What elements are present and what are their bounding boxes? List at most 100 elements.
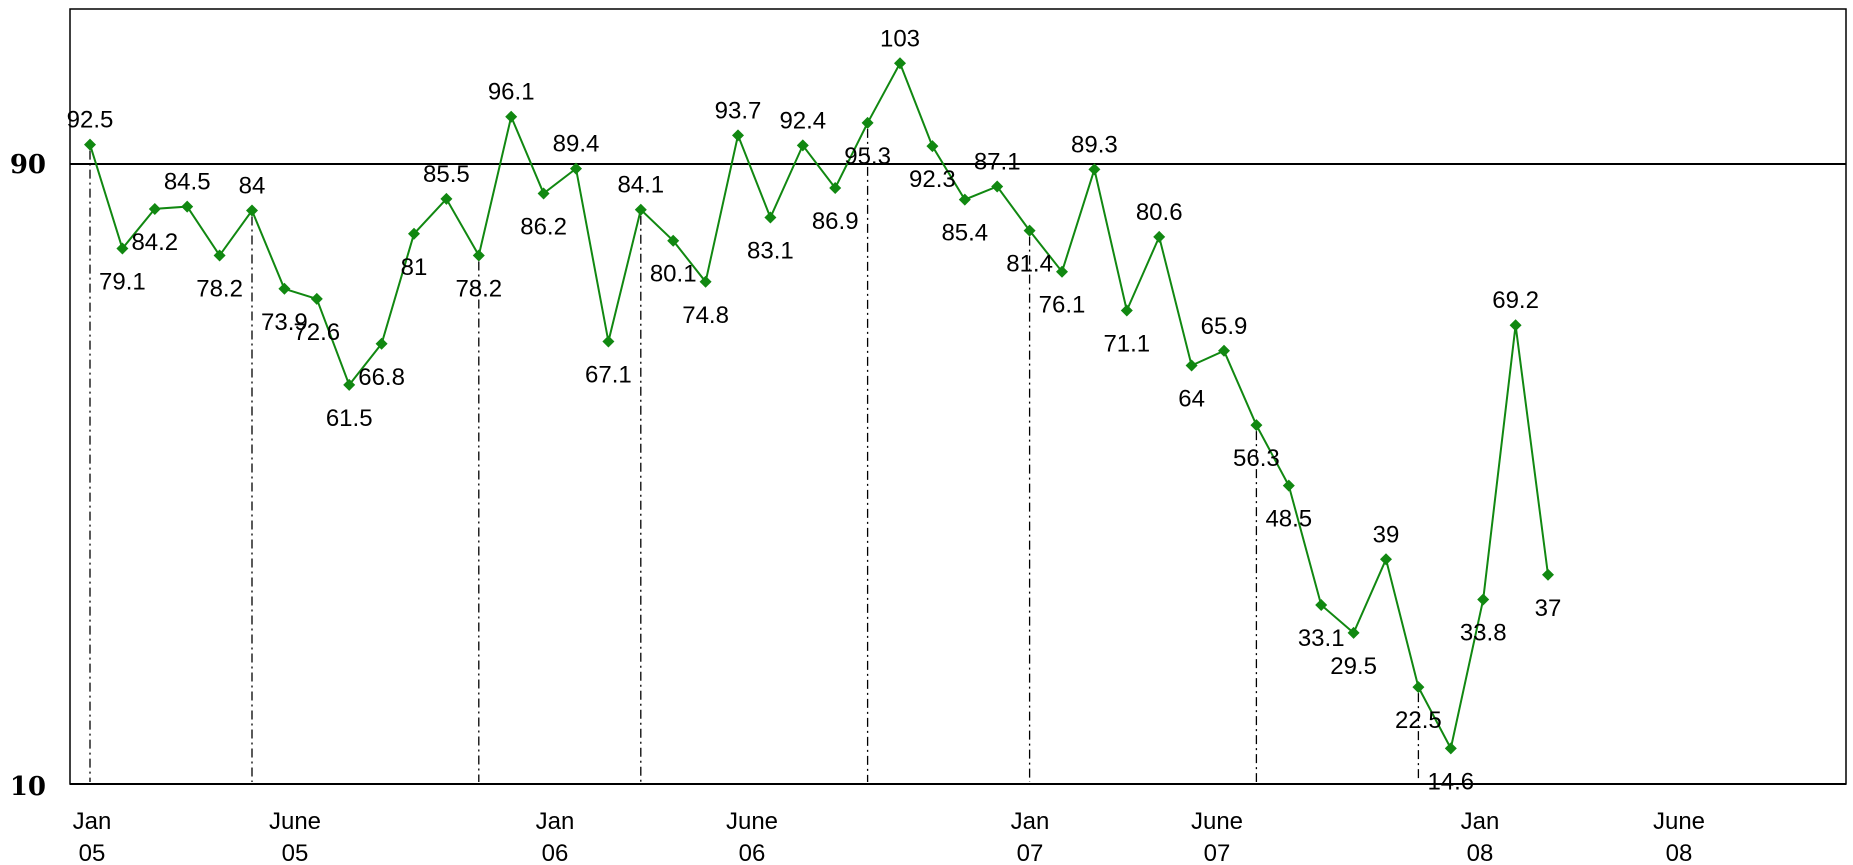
data-point (440, 192, 453, 205)
data-label: 103 (880, 25, 920, 52)
data-label: 61.5 (326, 405, 373, 432)
x-tick-label: Jan 07 (1011, 808, 1050, 865)
data-point (764, 211, 777, 224)
data-point (278, 282, 291, 295)
data-point (570, 162, 582, 175)
data-label: 69.2 (1492, 287, 1539, 314)
data-label: 80.6 (1136, 199, 1183, 226)
data-label: 89.4 (553, 131, 600, 158)
data-point (1056, 265, 1068, 278)
data-label: 79.1 (99, 269, 146, 296)
data-label: 78.2 (455, 275, 502, 302)
data-label: 22.5 (1395, 707, 1442, 734)
data-point (1509, 319, 1522, 332)
data-point (1412, 681, 1425, 694)
data-label: 73.9 (261, 309, 308, 336)
data-markers (84, 57, 1554, 755)
x-tick-label: June 07 (1191, 808, 1243, 865)
data-point (1120, 304, 1133, 317)
data-label: 33.8 (1460, 620, 1507, 647)
data-label: 85.4 (941, 220, 988, 247)
data-label: 64 (1178, 386, 1205, 413)
data-point (1153, 230, 1166, 243)
data-point (732, 129, 744, 142)
data-label: 81 (401, 254, 428, 281)
data-label: 76.1 (1039, 292, 1086, 319)
data-label: 84.1 (617, 172, 664, 199)
data-label: 83.1 (747, 238, 794, 265)
data-point (634, 203, 647, 216)
data-point (926, 140, 939, 153)
data-label: 87.1 (974, 149, 1021, 176)
data-point (472, 249, 485, 262)
data-label: 81.4 (1006, 251, 1053, 278)
data-point (408, 227, 420, 240)
data-label: 71.1 (1103, 331, 1150, 358)
data-point (246, 204, 258, 217)
data-point (310, 292, 323, 305)
data-label: 14.6 (1427, 768, 1474, 795)
data-point (1542, 568, 1554, 581)
data-point (1250, 419, 1263, 432)
data-label: 65.9 (1201, 313, 1248, 340)
data-label: 33.1 (1298, 625, 1345, 652)
data-point (699, 275, 712, 288)
data-labels: 92.5 79.1 84.2 84.5 78.2 84 73.972.6 61.5 66.8 81… (67, 25, 1562, 795)
data-label: 95.3 (844, 143, 891, 170)
x-tick-label: June 08 (1653, 808, 1705, 865)
data-label: 72.6 (293, 319, 340, 346)
y-tick-label-10: 10 (10, 772, 46, 802)
data-label: 85.5 (423, 161, 470, 188)
data-label: 67.1 (585, 362, 632, 389)
data-point (1088, 163, 1101, 176)
data-point (1347, 626, 1360, 639)
data-label: 84.2 (131, 229, 178, 256)
data-point (213, 249, 226, 262)
data-label: 66.8 (358, 364, 405, 391)
data-label: 93.7 (715, 97, 762, 124)
x-tick-label: Jan 06 (536, 808, 575, 865)
data-point (1477, 593, 1490, 606)
data-point (1218, 344, 1230, 357)
data-label: 96.1 (488, 79, 535, 106)
x-tick-labels: Jan 05 June 05 Jan 06 June 06 Jan 07 June 07 Jan 08 Ju… (73, 808, 1705, 865)
data-label: 37 (1535, 595, 1562, 622)
data-point (894, 57, 906, 70)
data-label: 39 (1373, 521, 1400, 548)
data-point (861, 116, 874, 129)
data-point (1282, 479, 1295, 492)
data-point (991, 180, 1004, 193)
data-label: 80.1 (650, 261, 697, 288)
x-tick-label: June 06 (726, 808, 778, 865)
data-point (537, 187, 550, 200)
data-label: 84 (239, 173, 266, 200)
x-tick-label: June 05 (269, 808, 321, 865)
data-point (181, 200, 194, 213)
x-tick-label: Jan 08 (1461, 808, 1500, 865)
data-label: 92.3 (909, 166, 956, 193)
data-point (84, 138, 96, 151)
data-point (148, 202, 161, 215)
data-label: 74.8 (682, 302, 729, 329)
data-label: 86.2 (520, 213, 567, 240)
data-label: 78.2 (196, 275, 243, 302)
x-tick-label: Jan 05 (73, 808, 112, 865)
data-label: 56.3 (1233, 445, 1280, 472)
data-point (667, 234, 680, 247)
plot-frame (69, 8, 1847, 785)
data-point (375, 337, 388, 350)
y-tick-label-90: 90 (10, 150, 46, 180)
data-point (343, 378, 356, 391)
data-label: 84.5 (164, 169, 211, 196)
data-point (1380, 553, 1392, 566)
data-point (1023, 224, 1036, 237)
data-label: 86.9 (812, 208, 859, 235)
data-label: 92.4 (779, 107, 826, 134)
data-label: 29.5 (1330, 653, 1377, 680)
series-line (89, 60, 1549, 752)
data-point (958, 193, 971, 206)
data-point (829, 182, 842, 195)
data-point (116, 242, 129, 255)
data-point (1185, 359, 1198, 372)
